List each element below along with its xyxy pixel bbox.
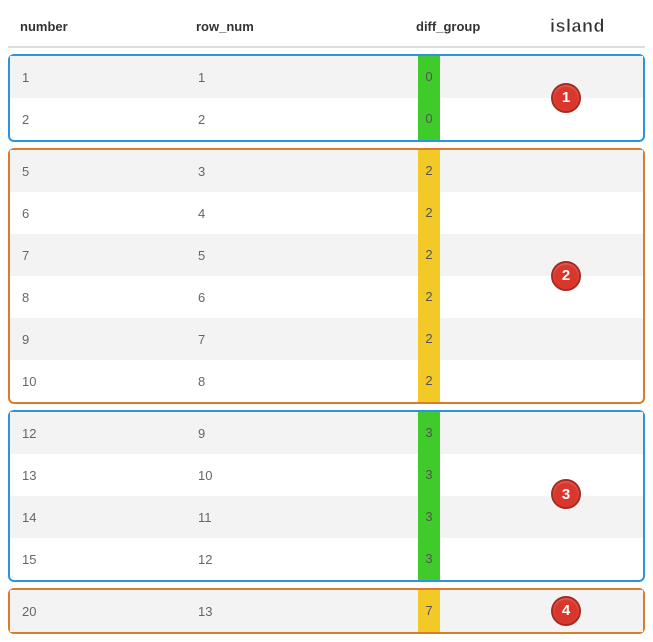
cell-row-num: 10 xyxy=(192,468,412,483)
diff-highlight: 2 xyxy=(418,276,440,318)
cell-number: 9 xyxy=(10,332,192,347)
cell-diff-group: 3 xyxy=(412,454,512,496)
table-row: 1310 3 xyxy=(10,454,643,496)
table-row: 1512 3 xyxy=(10,538,643,580)
cell-diff-group: 2 xyxy=(412,360,512,402)
cell-diff-group: 2 xyxy=(412,318,512,360)
cell-diff-group: 3 xyxy=(412,496,512,538)
island-group: 53264275286297210822 xyxy=(8,148,645,404)
cell-number: 5 xyxy=(10,164,192,179)
cell-number: 13 xyxy=(10,468,192,483)
table-row: 972 xyxy=(10,318,643,360)
cell-number: 2 xyxy=(10,112,192,127)
cell-diff-group: 3 xyxy=(412,412,512,454)
cell-row-num: 7 xyxy=(192,332,412,347)
table-row: 1293 xyxy=(10,412,643,454)
table-row: 110 xyxy=(10,56,643,98)
table-header-row: number row_num diff_group island xyxy=(8,6,645,48)
cell-number: 10 xyxy=(10,374,192,389)
cell-number: 14 xyxy=(10,510,192,525)
cell-diff-group: 0 xyxy=(412,98,512,140)
col-header-island: island xyxy=(510,16,645,37)
cell-row-num: 2 xyxy=(192,112,412,127)
cell-diff-group: 7 xyxy=(412,590,512,632)
diff-highlight: 3 xyxy=(418,538,440,580)
cell-number: 15 xyxy=(10,552,192,567)
cell-row-num: 1 xyxy=(192,70,412,85)
table-row: 1411 3 xyxy=(10,496,643,538)
island-badge: 2 xyxy=(551,261,581,291)
table-row: 532 xyxy=(10,150,643,192)
cell-diff-group: 2 xyxy=(412,234,512,276)
diff-highlight: 2 xyxy=(418,234,440,276)
table-row: 642 xyxy=(10,192,643,234)
cell-diff-group: 2 xyxy=(412,276,512,318)
cell-row-num: 8 xyxy=(192,374,412,389)
diff-highlight: 2 xyxy=(418,150,440,192)
cell-row-num: 9 xyxy=(192,426,412,441)
cell-row-num: 3 xyxy=(192,164,412,179)
diff-highlight: 2 xyxy=(418,318,440,360)
table-row: 862 xyxy=(10,276,643,318)
diff-highlight: 2 xyxy=(418,192,440,234)
cell-row-num: 4 xyxy=(192,206,412,221)
cell-number: 12 xyxy=(10,426,192,441)
island-badge: 3 xyxy=(551,479,581,509)
cell-diff-group: 0 xyxy=(412,56,512,98)
col-header-diff-group: diff_group xyxy=(410,19,510,34)
table-row: 1082 xyxy=(10,360,643,402)
island-group: 1102201 xyxy=(8,54,645,142)
diff-highlight: 0 xyxy=(418,98,440,140)
cell-row-num: 11 xyxy=(192,510,412,525)
island-group: 12931310314113151233 xyxy=(8,410,645,582)
island-group: 2013 7 4 xyxy=(8,588,645,634)
diff-highlight: 7 xyxy=(418,590,440,632)
cell-number: 6 xyxy=(10,206,192,221)
island-badge: 1 xyxy=(551,83,581,113)
cell-number: 8 xyxy=(10,290,192,305)
cell-row-num: 13 xyxy=(192,604,412,619)
diff-highlight: 3 xyxy=(418,454,440,496)
island-badge: 4 xyxy=(551,596,581,626)
cell-row-num: 12 xyxy=(192,552,412,567)
diff-highlight: 2 xyxy=(418,360,440,402)
cell-diff-group: 2 xyxy=(412,150,512,192)
cell-diff-group: 3 xyxy=(412,538,512,580)
diff-highlight: 0 xyxy=(418,56,440,98)
cell-row-num: 5 xyxy=(192,248,412,263)
table-row: 752 xyxy=(10,234,643,276)
table-row: 220 xyxy=(10,98,643,140)
diff-highlight: 3 xyxy=(418,496,440,538)
cell-number: 1 xyxy=(10,70,192,85)
cell-diff-group: 2 xyxy=(412,192,512,234)
col-header-row-num: row_num xyxy=(190,19,410,34)
table-container: number row_num diff_group island 1102201… xyxy=(0,0,653,642)
col-header-number: number xyxy=(8,19,190,34)
table-row: 2013 7 xyxy=(10,590,643,632)
diff-highlight: 3 xyxy=(418,412,440,454)
cell-row-num: 6 xyxy=(192,290,412,305)
cell-number: 20 xyxy=(10,604,192,619)
cell-number: 7 xyxy=(10,248,192,263)
